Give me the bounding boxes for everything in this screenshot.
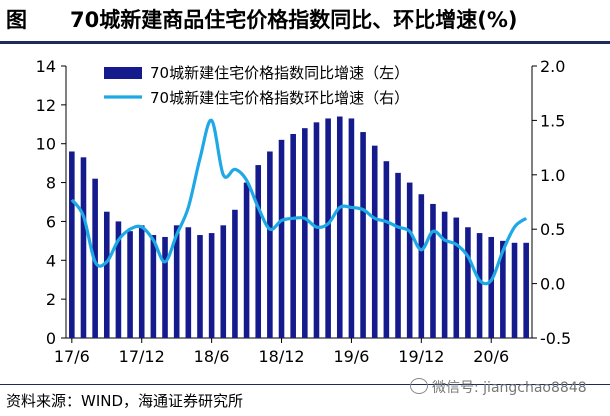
x-tick-label: 17/12 bbox=[119, 347, 165, 366]
bar-yoy bbox=[290, 134, 296, 338]
bar-yoy bbox=[220, 225, 227, 338]
left-tick-label: 14 bbox=[36, 57, 56, 76]
bar-yoy bbox=[313, 122, 320, 338]
x-tick-label: 18/6 bbox=[194, 347, 230, 366]
bar-yoy bbox=[453, 217, 460, 338]
title-bar: 图 70城新建商品住宅价格指数同比、环比增速(%) bbox=[0, 0, 610, 40]
right-tick-label: 0.5 bbox=[540, 220, 565, 239]
left-tick-label: 2 bbox=[46, 290, 56, 309]
legend-label-line: 70城新建住宅价格指数环比增速（右） bbox=[150, 89, 409, 107]
bar-yoy bbox=[406, 182, 413, 338]
x-tick-label: 18/12 bbox=[258, 347, 304, 366]
right-tick-label: 1.0 bbox=[540, 166, 565, 185]
bar-yoy bbox=[476, 233, 483, 338]
bar-yoy bbox=[395, 172, 401, 338]
left-tick-label: 4 bbox=[46, 251, 56, 270]
bar-yoy bbox=[127, 231, 133, 338]
bar-yoy bbox=[103, 211, 110, 338]
source-note: 资料来源：WIND，海通证券研究所 bbox=[6, 392, 244, 410]
left-tick-label: 12 bbox=[36, 96, 56, 115]
bar-yoy bbox=[69, 151, 75, 338]
line-mom bbox=[70, 118, 528, 286]
wechat-icon bbox=[410, 378, 428, 394]
legend-label-bar: 70城新建住宅价格指数同比增速（左） bbox=[150, 64, 409, 82]
bar-yoy bbox=[383, 161, 390, 338]
bar-yoy bbox=[465, 227, 471, 338]
bar-yoy bbox=[500, 240, 506, 338]
x-tick-label: 17/6 bbox=[54, 347, 90, 366]
watermark-text: 微信号: jiangchao8848 bbox=[432, 380, 587, 396]
bar-yoy bbox=[418, 194, 425, 338]
bar-yoy bbox=[430, 203, 436, 338]
bar-yoy bbox=[348, 118, 355, 338]
bar-yoy bbox=[488, 236, 495, 338]
figure-label: 图 bbox=[6, 8, 27, 32]
bar-yoy bbox=[173, 225, 180, 338]
bar-yoy bbox=[511, 242, 518, 338]
bar-yoy bbox=[208, 233, 215, 338]
x-tick-label: 20/6 bbox=[473, 347, 509, 366]
bar-yoy bbox=[80, 157, 87, 338]
title-rule bbox=[0, 41, 610, 44]
left-tick-label: 10 bbox=[36, 135, 56, 154]
legend-swatch-bar bbox=[104, 67, 142, 79]
left-tick-label: 6 bbox=[46, 212, 56, 231]
right-tick-label: 2.0 bbox=[540, 57, 565, 76]
bar-yoy bbox=[278, 139, 285, 338]
bar-yoy bbox=[302, 128, 308, 338]
bar-yoy bbox=[197, 235, 203, 338]
chart-canvas: 0 2 4 6 8 10 12 14 -0.5 0.0 0.5 1.0 1.5 2.0 17/6 17/12 1… bbox=[36, 57, 572, 366]
bar-yoy bbox=[150, 235, 157, 338]
bar-yoy bbox=[255, 165, 262, 338]
right-tick-label: 1.5 bbox=[540, 111, 565, 130]
bar-yoy bbox=[336, 116, 343, 338]
source-rule bbox=[0, 384, 610, 385]
watermark: 微信号: jiangchao8848 bbox=[410, 377, 587, 397]
bar-yoy bbox=[243, 182, 250, 338]
bar-yoy bbox=[523, 242, 529, 338]
bar-yoy bbox=[162, 236, 168, 338]
bar-yoy bbox=[267, 151, 273, 338]
bar-yoy bbox=[185, 227, 192, 338]
right-tick-label: -0.5 bbox=[540, 329, 571, 348]
chart-title: 70城新建商品住宅价格指数同比、环比增速(%) bbox=[70, 8, 518, 32]
bar-yoy bbox=[360, 132, 366, 338]
x-tick-label: 19/6 bbox=[333, 347, 369, 366]
right-tick-label: 0.0 bbox=[540, 275, 565, 294]
left-tick-label: 0 bbox=[46, 329, 56, 348]
bar-yoy bbox=[232, 209, 238, 338]
bar-yoy bbox=[441, 211, 448, 338]
bar-yoy bbox=[371, 145, 378, 338]
bar-yoy bbox=[115, 221, 122, 338]
x-tick-label: 19/12 bbox=[398, 347, 444, 366]
left-tick-label: 8 bbox=[46, 174, 56, 193]
bar-yoy bbox=[325, 118, 331, 338]
bar-yoy bbox=[138, 225, 145, 338]
